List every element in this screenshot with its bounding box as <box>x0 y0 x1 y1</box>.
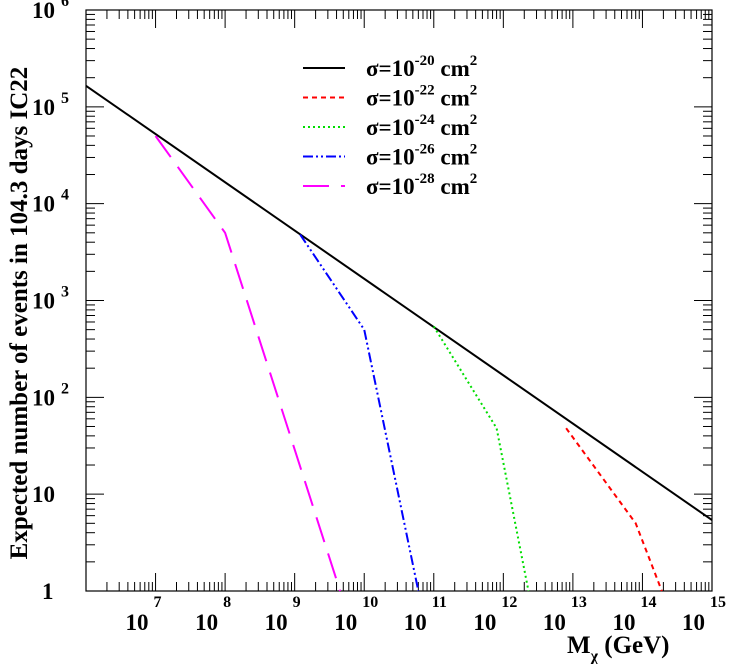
series-line-4 <box>299 233 420 592</box>
legend-entry-3: σ=10-24 cm2 <box>366 112 477 140</box>
x-axis-title: Mχ (GeV) <box>567 632 670 664</box>
x-tick-label: 107 <box>126 594 162 635</box>
tick-labels: 107 108 109 1010 1011 1012 1013 1014 1015 1 10 10 2 1… <box>32 0 726 635</box>
series-line-2 <box>565 427 663 592</box>
x-tick-label: 1015 <box>682 594 726 635</box>
x-tick-label: 1014 <box>612 594 656 635</box>
x-tick-label: 1012 <box>473 594 517 635</box>
x-tick-label: 109 <box>265 594 301 635</box>
y-axis-title: Expected number of events in 104.3 days … <box>6 67 33 560</box>
series-line-3 <box>432 325 530 592</box>
x-axis-title-unit: (GeV) <box>598 632 670 659</box>
y-tick-label: 10 <box>32 482 55 507</box>
series-line-5 <box>154 135 342 592</box>
y-tick-label: 10 4 <box>32 187 69 217</box>
y-tick-label: 10 3 <box>32 284 69 314</box>
x-axis-title-subscript: χ <box>590 648 599 664</box>
legend-entry-5: σ=10-28 cm2 <box>366 171 477 199</box>
legend-entry-2: σ=10-22 cm2 <box>366 83 477 111</box>
axis-ticks <box>85 9 713 592</box>
plot-area <box>85 9 713 592</box>
legend-entry-4: σ=10-26 cm2 <box>366 142 477 170</box>
y-tick-label: 10 5 <box>32 90 69 120</box>
x-tick-label: 108 <box>195 594 231 635</box>
legend-entry-1: σ=10-20 cm2 <box>366 53 477 81</box>
x-tick-label: 1013 <box>543 594 587 635</box>
x-tick-label: 1011 <box>404 594 447 635</box>
x-axis-title-main: M <box>567 632 591 659</box>
y-tick-label: 10 2 <box>32 380 69 410</box>
x-tick-label: 1010 <box>334 594 378 635</box>
series-layer <box>85 84 713 592</box>
y-tick-label: 10 6 <box>32 0 69 23</box>
series-line-1 <box>85 84 713 521</box>
y-tick-label: 1 <box>42 579 54 604</box>
